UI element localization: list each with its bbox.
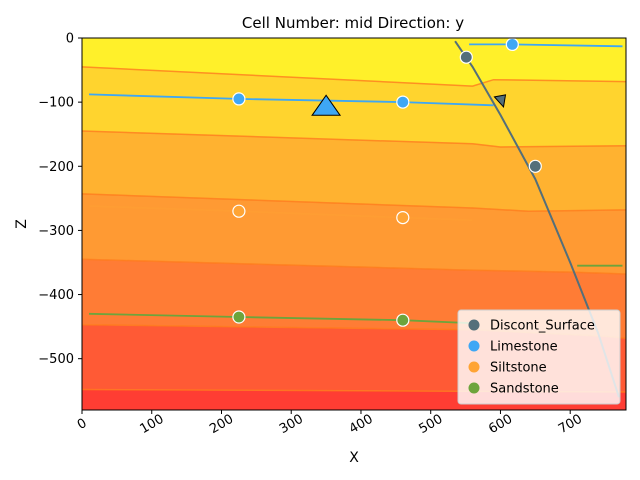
data-point-siltstone bbox=[232, 204, 246, 218]
surface-line-sandstone bbox=[88, 312, 477, 325]
y-tick-label: −500 bbox=[38, 352, 74, 367]
data-point-discont_surface bbox=[459, 50, 473, 64]
x-tick-label: 600 bbox=[486, 412, 515, 437]
legend-label: Discont_Surface bbox=[490, 319, 595, 334]
layer-boundary-line bbox=[82, 193, 626, 212]
y-axis: 0 −100 −200 −300 −400 −500 bbox=[38, 32, 82, 367]
data-point-limestone bbox=[232, 92, 246, 106]
x-tick-label: 0 bbox=[75, 416, 90, 433]
y-tick-label: 0 bbox=[66, 32, 74, 47]
data-point-sandstone bbox=[232, 310, 246, 324]
legend-marker bbox=[468, 319, 480, 331]
legend-marker bbox=[468, 361, 480, 373]
data-point-limestone bbox=[505, 38, 519, 51]
x-tick-label: 100 bbox=[137, 412, 166, 437]
layer-band bbox=[82, 38, 626, 87]
y-tick-label: −300 bbox=[38, 224, 74, 239]
x-tick-label: 300 bbox=[277, 412, 306, 437]
legend-marker bbox=[468, 382, 480, 394]
data-point-sandstone bbox=[396, 313, 410, 327]
x-tick-label: 400 bbox=[347, 412, 376, 437]
layer-band bbox=[82, 193, 626, 274]
surface-line-siltstone bbox=[88, 205, 473, 222]
y-tick-label: −400 bbox=[38, 288, 74, 303]
x-tick-label: 700 bbox=[556, 412, 585, 437]
legend: Discont_Surface Limestone Siltstone Sandsto… bbox=[457, 309, 621, 405]
legend-marker bbox=[468, 340, 480, 352]
data-point-discont_surface bbox=[528, 159, 542, 173]
legend-label: Siltstone bbox=[490, 361, 547, 376]
layer-band bbox=[82, 66, 626, 147]
layer-band bbox=[82, 131, 626, 212]
x-axis: 0 100 200 300 400 500 600 700 bbox=[75, 410, 585, 437]
x-axis-label: X bbox=[349, 450, 359, 466]
axes-frame bbox=[81, 37, 627, 411]
data-point-siltstone bbox=[396, 211, 410, 225]
legend-box bbox=[457, 309, 621, 405]
legend-label: Sandstone bbox=[490, 382, 559, 397]
y-tick-label: −100 bbox=[38, 96, 74, 111]
legend-label: Limestone bbox=[490, 340, 558, 355]
surface-line-limestone bbox=[88, 93, 494, 107]
plot-area bbox=[82, 38, 626, 410]
x-tick-label: 200 bbox=[207, 412, 236, 437]
orientation-marker bbox=[311, 94, 342, 116]
x-tick-label: 500 bbox=[416, 412, 445, 437]
orientation-marker bbox=[493, 94, 507, 109]
layer-boundary-line bbox=[82, 130, 626, 148]
chart-title: Cell Number: mid Direction: y bbox=[242, 14, 464, 32]
layer-boundary-line bbox=[82, 66, 626, 87]
layer-boundary-line bbox=[82, 258, 626, 275]
data-point-limestone bbox=[396, 95, 410, 109]
y-axis-label: Z bbox=[14, 219, 30, 229]
y-tick-label: −200 bbox=[38, 160, 74, 175]
